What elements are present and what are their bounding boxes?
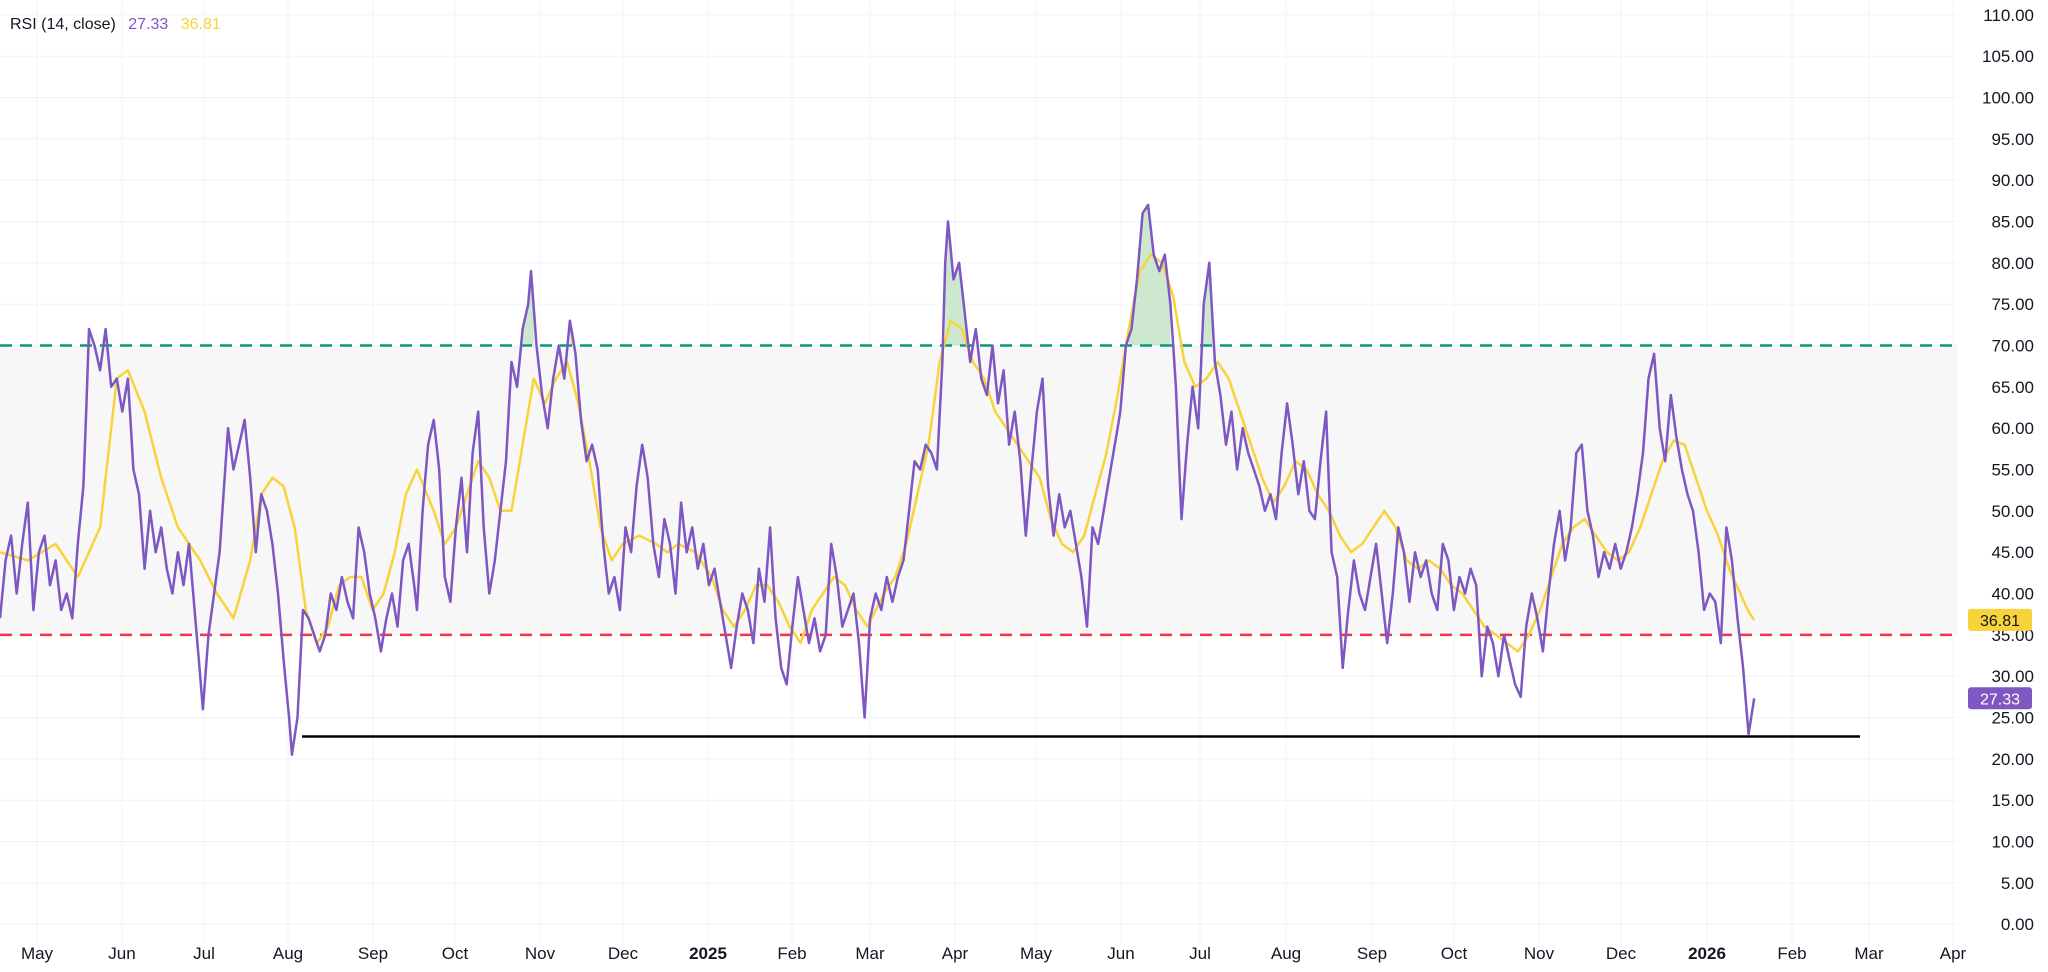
x-axis: May Jun Jul Aug Sep Oct Nov Dec 2025 Feb Mar Apr May… xyxy=(21,944,1967,963)
y-tick-label: 0.00 xyxy=(2001,915,2034,934)
rsi-value-badge: 27.33 xyxy=(1968,687,2032,710)
x-tick-label: Jun xyxy=(1107,944,1134,963)
rsi-value-badge-bg xyxy=(1968,687,2032,710)
overbought-area xyxy=(1128,204,1171,346)
x-tick-label: Nov xyxy=(525,944,556,963)
legend-rsi-value: 27.33 xyxy=(128,16,169,33)
ma-line xyxy=(0,253,1756,653)
y-tick-label: 85.00 xyxy=(1991,212,2034,231)
y-tick-label: 25.00 xyxy=(1991,709,2034,728)
x-tick-label: Dec xyxy=(1606,944,1637,963)
x-tick-label: Sep xyxy=(358,944,388,963)
indicator-label: RSI (14, close) xyxy=(10,16,116,33)
rsi-line xyxy=(0,203,1756,756)
y-tick-label: 70.00 xyxy=(1991,336,2034,355)
y-tick-label: 50.00 xyxy=(1991,502,2034,521)
y-tick-label: 20.00 xyxy=(1991,750,2034,769)
x-tick-label: Jul xyxy=(1189,944,1211,963)
x-tick-label: Oct xyxy=(442,944,469,963)
x-tick-label: Jul xyxy=(193,944,215,963)
rsi-value-badge-text: 27.33 xyxy=(1980,691,2020,708)
x-tick-label: Oct xyxy=(1441,944,1468,963)
x-tick-label: 2025 xyxy=(689,944,727,963)
ma-value-badge: 36.81 xyxy=(1968,608,2032,631)
y-tick-label: 5.00 xyxy=(2001,874,2034,893)
x-tick-label: Jun xyxy=(108,944,135,963)
x-tick-label: Feb xyxy=(1777,944,1806,963)
x-tick-label: Mar xyxy=(855,944,885,963)
x-tick-label: Aug xyxy=(1271,944,1301,963)
x-tick-label: Mar xyxy=(1854,944,1884,963)
x-tick-label: May xyxy=(21,944,54,963)
indicator-legend[interactable]: RSI (14, close) 27.33 36.81 xyxy=(10,16,229,34)
y-tick-label: 45.00 xyxy=(1991,543,2034,562)
legend-ma-value: 36.81 xyxy=(180,16,221,33)
y-tick-label: 90.00 xyxy=(1991,171,2034,190)
rsi-band-background xyxy=(0,345,1958,635)
ma-value-badge-bg xyxy=(1968,608,2032,631)
y-axis: 110.00 105.00 100.00 95.00 90.00 85.00 80.00 75… xyxy=(1982,6,2034,934)
y-tick-label: 95.00 xyxy=(1991,130,2034,149)
x-tick-label: Dec xyxy=(608,944,639,963)
x-tick-label: Sep xyxy=(1357,944,1387,963)
y-tick-label: 75.00 xyxy=(1991,295,2034,314)
y-tick-label: 60.00 xyxy=(1991,419,2034,438)
y-tick-label: 15.00 xyxy=(1991,791,2034,810)
y-tick-label: 80.00 xyxy=(1991,254,2034,273)
y-tick-label: 40.00 xyxy=(1991,585,2034,604)
y-tick-label: 100.00 xyxy=(1982,88,2034,107)
y-tick-label: 55.00 xyxy=(1991,461,2034,480)
x-tick-label: 2026 xyxy=(1688,944,1726,963)
ma-value-badge-text: 36.81 xyxy=(1980,613,2020,630)
x-tick-label: May xyxy=(1020,944,1053,963)
y-tick-label: 65.00 xyxy=(1991,378,2034,397)
y-tick-label: 105.00 xyxy=(1982,47,2034,66)
x-tick-label: Apr xyxy=(942,944,969,963)
x-tick-label: Nov xyxy=(1524,944,1555,963)
overbought-fill xyxy=(88,204,1213,346)
x-tick-label: Apr xyxy=(1940,944,1967,963)
x-tick-label: Aug xyxy=(273,944,303,963)
y-tick-label: 30.00 xyxy=(1991,667,2034,686)
x-tick-label: Feb xyxy=(777,944,806,963)
y-tick-label: 110.00 xyxy=(1983,6,2034,25)
y-tick-label: 10.00 xyxy=(1991,833,2034,852)
